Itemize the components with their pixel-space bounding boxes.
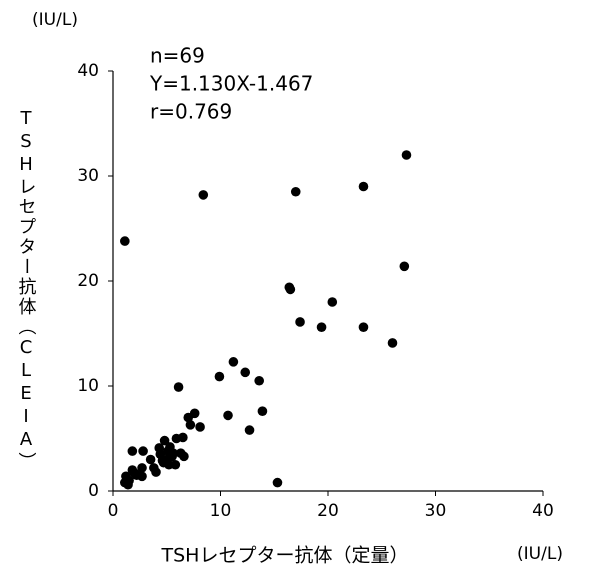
- y-unit: (IU/L): [32, 10, 78, 30]
- y-axis-label: TSHレセプター抗体（CLEIA）: [16, 108, 37, 472]
- point: [244, 425, 255, 435]
- point: [159, 435, 170, 446]
- point: [358, 181, 369, 192]
- point: [316, 322, 327, 333]
- x-unit: (IU/L): [517, 544, 563, 564]
- point: [183, 412, 194, 423]
- point: [123, 479, 133, 490]
- point: [254, 375, 264, 386]
- x-tick-label: 20: [317, 501, 339, 521]
- point: [129, 468, 140, 478]
- point: [387, 338, 398, 348]
- point: [151, 467, 161, 477]
- y-tick-label: 40: [77, 61, 99, 81]
- point: [127, 446, 138, 456]
- y-tick-label: 10: [77, 376, 99, 396]
- y-tick-label: 20: [77, 271, 99, 291]
- x-tick-label: 40: [532, 501, 554, 521]
- x-tick-label: 30: [425, 501, 447, 521]
- point: [285, 284, 296, 295]
- point: [399, 261, 410, 272]
- point: [214, 371, 225, 382]
- y-tick-label: 0: [88, 481, 99, 501]
- point: [198, 190, 209, 200]
- point: [185, 420, 196, 430]
- point: [401, 150, 412, 160]
- annotation: n=69: [150, 44, 205, 68]
- point: [290, 186, 301, 197]
- point: [257, 406, 268, 417]
- point: [173, 382, 184, 392]
- x-tick-label: 10: [210, 501, 232, 521]
- point: [327, 297, 338, 307]
- point: [168, 448, 178, 459]
- point: [137, 471, 147, 482]
- point: [295, 317, 305, 327]
- point: [145, 454, 156, 465]
- point: [170, 459, 181, 470]
- annotation: Y=1.130X-1.467: [149, 72, 313, 96]
- point: [138, 446, 148, 456]
- y-tick-label: 30: [77, 166, 99, 186]
- point: [358, 322, 369, 333]
- annotation: r=0.769: [150, 100, 232, 124]
- x-tick-label: 0: [108, 501, 119, 521]
- point: [195, 422, 205, 432]
- point: [223, 410, 233, 421]
- point: [240, 367, 251, 378]
- point: [171, 433, 182, 444]
- point: [157, 455, 168, 466]
- point: [120, 236, 130, 246]
- point: [228, 357, 239, 367]
- point: [272, 477, 283, 488]
- point: [137, 463, 147, 473]
- x-axis-label: TSHレセプター抗体（定量）: [161, 545, 409, 567]
- point: [179, 451, 189, 462]
